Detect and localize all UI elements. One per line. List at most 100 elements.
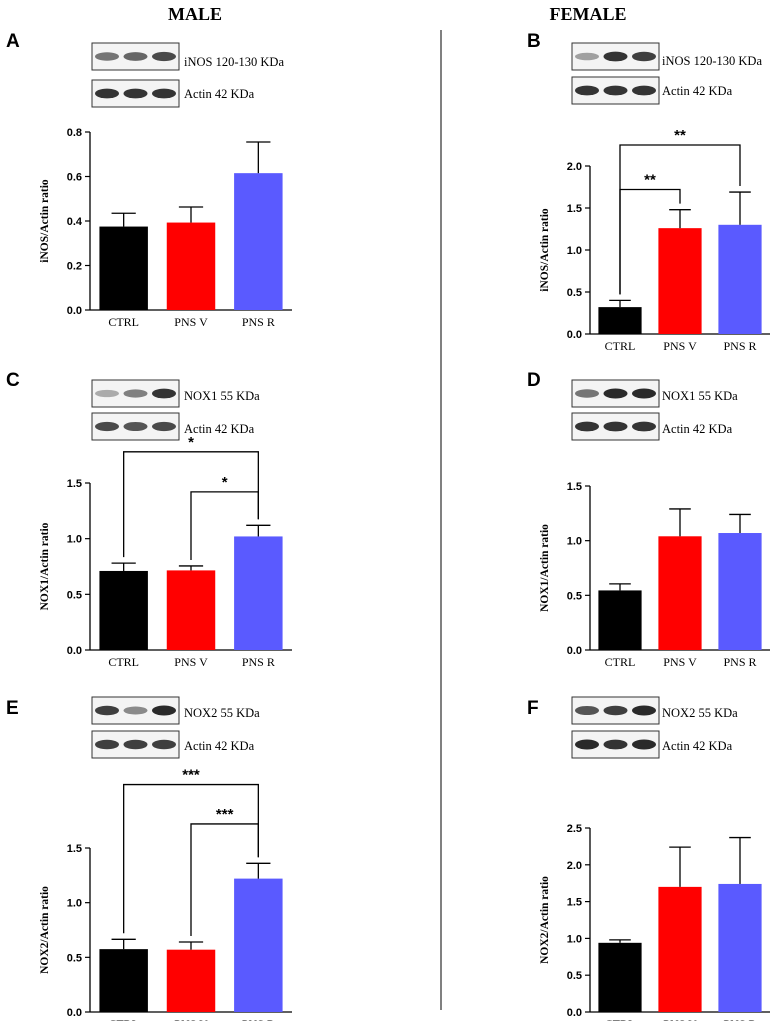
x-tick-label: CTRL	[605, 1017, 636, 1021]
bar-chart-b: 0.0 0.5 1.0 1.5 2.0 iNOS/Actin ratio CTRL PNS V…	[539, 127, 770, 353]
blot-label: iNOS 120-130 KDa	[184, 55, 284, 69]
blot-band	[95, 421, 119, 432]
x-tick-label: PNS V	[663, 655, 697, 669]
significance-label: *	[222, 474, 228, 491]
x-tick-label: PNS R	[242, 655, 275, 669]
blot-band	[95, 739, 119, 750]
y-tick-label: 1.5	[567, 897, 582, 909]
bar-ctrl	[598, 307, 642, 334]
y-tick-label: 0.2	[67, 261, 82, 273]
x-tick-label: PNS R	[723, 655, 756, 669]
y-tick-label: 0.0	[67, 1007, 82, 1019]
bar-pns-v	[166, 570, 216, 650]
header-male: MALE	[168, 4, 222, 24]
x-tick-label: PNS V	[174, 655, 208, 669]
bracket-line	[123, 783, 259, 934]
y-axis-label: iNOS/Actin ratio	[39, 179, 51, 263]
bar-pns-r	[234, 878, 283, 1012]
x-tick-label: CTRL	[108, 1017, 139, 1021]
significance-label: **	[644, 172, 656, 189]
blot-band	[603, 388, 628, 399]
blot-band	[603, 705, 628, 716]
bar-pns-v	[166, 222, 216, 310]
header-female: FEMALE	[549, 4, 626, 24]
x-tick-label: PNS R	[723, 339, 756, 353]
blot-band	[152, 739, 176, 750]
blot-band	[95, 52, 119, 61]
blot-label: Actin 42 KDa	[662, 422, 733, 436]
western-blot-strip: Actin 42 KDa	[91, 412, 255, 441]
bracket-line	[123, 451, 259, 558]
x-tick-label: PNS R	[242, 1017, 275, 1021]
bar-pns-r	[234, 536, 283, 650]
y-axis-label: NOX1/Actin ratio	[39, 522, 51, 610]
y-axis-label: NOX1/Actin ratio	[539, 524, 551, 612]
blot-label: NOX2 55 KDa	[662, 706, 738, 720]
blot-band	[575, 421, 599, 432]
panel-letter: E	[6, 698, 19, 719]
blot-band	[95, 705, 119, 716]
y-tick-label: 2.5	[567, 823, 582, 835]
blot-label: NOX1 55 KDa	[184, 389, 260, 403]
bar-chart-c: 0.0 0.5 1.0 1.5 NOX1/Actin ratio CTRL PNS V PNS…	[39, 434, 292, 669]
bar-pns-r	[718, 224, 762, 334]
y-axis-label: NOX2/Actin ratio	[39, 886, 51, 974]
blot-band	[123, 52, 148, 61]
bar-ctrl	[99, 570, 148, 650]
bar-pns-r	[718, 883, 762, 1012]
bar-ctrl	[598, 942, 642, 1012]
y-tick-label: 1.0	[67, 534, 82, 546]
blot-band	[575, 705, 599, 716]
panel-e: E NOX2 55 KDa Actin 42 KDa 0.0 0.5 1.0 1.5 NOX2…	[6, 696, 292, 1021]
blot-band	[152, 88, 176, 99]
western-blot-strip: NOX2 55 KDa	[571, 696, 738, 725]
bar-chart-f: 0.0 0.5 1.0 1.5 2.0 2.5 NOX2/Actin ratio CTRL PN…	[539, 823, 770, 1021]
western-blot-strip: Actin 42 KDa	[571, 730, 733, 759]
panel-letter: B	[527, 31, 541, 52]
blot-band	[152, 388, 176, 399]
blot-band	[603, 51, 628, 62]
y-tick-label: 0.8	[67, 127, 82, 139]
panel-letter: C	[6, 370, 20, 391]
blot-band	[575, 739, 599, 750]
y-tick-label: 0.5	[567, 287, 582, 299]
panel-f: F NOX2 55 KDa Actin 42 KDa 0.0 0.5 1.0 1.5 2.0 2…	[527, 696, 770, 1021]
bar-ctrl	[99, 949, 148, 1012]
blot-band	[152, 705, 176, 716]
bar-chart-e: 0.0 0.5 1.0 1.5 NOX2/Actin ratio CTRL PNS V PNS…	[39, 767, 292, 1021]
blot-band	[575, 389, 599, 398]
y-tick-label: 1.5	[67, 478, 82, 490]
western-blot-strip: NOX2 55 KDa	[91, 696, 260, 725]
significance-label: ***	[216, 806, 234, 823]
significance-bracket: **	[619, 127, 741, 295]
blot-label: NOX1 55 KDa	[662, 389, 738, 403]
blot-band	[152, 51, 176, 62]
western-blot-strip: iNOS 120-130 KDa	[571, 42, 762, 71]
bar-ctrl	[598, 590, 642, 650]
x-tick-label: PNS R	[723, 1017, 756, 1021]
significance-label: ***	[182, 767, 200, 784]
bar-pns-v	[658, 886, 702, 1012]
bar-pns-v	[658, 536, 702, 650]
x-tick-label: PNS V	[663, 1017, 697, 1021]
western-blot-strip: Actin 42 KDa	[91, 79, 255, 108]
y-tick-label: 2.0	[567, 161, 582, 173]
bar-chart-d: 0.0 0.5 1.0 1.5 NOX1/Actin ratio CTRL PNS V PNS…	[539, 481, 770, 669]
panel-d: D NOX1 55 KDa Actin 42 KDa 0.0 0.5 1.0 1.5 NOX1…	[527, 370, 770, 669]
y-tick-label: 1.0	[567, 536, 582, 548]
blot-label: Actin 42 KDa	[662, 84, 733, 98]
blot-band	[632, 388, 656, 399]
blot-band	[123, 88, 148, 99]
panel-letter: D	[527, 370, 541, 391]
y-tick-label: 1.0	[567, 245, 582, 257]
x-tick-label: CTRL	[108, 315, 139, 329]
western-blot-strip: NOX1 55 KDa	[91, 379, 260, 408]
y-tick-label: 0.5	[67, 589, 82, 601]
y-tick-label: 0.5	[67, 952, 82, 964]
western-blot-strip: NOX1 55 KDa	[571, 379, 738, 408]
x-tick-label: PNS R	[242, 315, 275, 329]
bar-ctrl	[99, 226, 148, 310]
western-blot-strip: iNOS 120-130 KDa	[91, 42, 284, 71]
